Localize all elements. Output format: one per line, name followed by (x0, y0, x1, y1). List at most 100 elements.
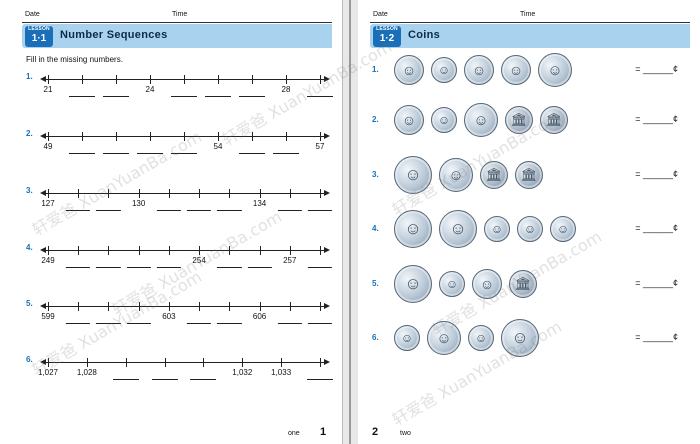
tick-mark (168, 189, 170, 198)
time-label: Time (172, 11, 188, 18)
nickel-coin-icon: ☺ (501, 55, 531, 85)
answer-blank[interactable] (307, 96, 333, 97)
dime-coin-icon: ☺ (431, 107, 457, 133)
dime-coin-icon: ☺ (394, 325, 420, 351)
answer-blank[interactable] (156, 267, 181, 268)
problem-number: 4. (26, 243, 33, 252)
answer-blank[interactable] (151, 379, 178, 380)
half-dollar-coin-icon: ☺ (394, 265, 432, 303)
answer-blank[interactable] (112, 379, 139, 380)
half-dollar-coin-icon: ☺ (501, 319, 539, 357)
problem-number: 3. (26, 186, 33, 195)
tick-mark (320, 358, 321, 367)
answer-blank[interactable] (307, 323, 333, 324)
answer-blank[interactable] (187, 323, 212, 324)
answer-blank[interactable] (247, 267, 272, 268)
answer-blank[interactable] (277, 323, 302, 324)
tick-mark (108, 302, 110, 311)
date-label: Date (373, 11, 388, 18)
answer-blank[interactable] (239, 96, 265, 97)
answer-blank[interactable] (277, 210, 302, 211)
number-line: 599 603 606 (40, 298, 333, 324)
coin-answer-blank[interactable]: = ______¢ (635, 64, 678, 74)
answer-blank[interactable] (66, 210, 91, 211)
quarter-coin-icon: ☺ (439, 158, 473, 192)
date-time-line: Date Time (22, 8, 332, 23)
number-line-axis (42, 193, 328, 194)
answer-blank[interactable] (307, 379, 333, 380)
penny-coin-icon: 🏛 (540, 106, 568, 134)
tick-mark (320, 132, 321, 141)
tick-label: 54 (213, 142, 223, 151)
tick-mark (203, 358, 205, 367)
tick-mark (138, 246, 140, 255)
answer-blank[interactable] (96, 267, 121, 268)
tick-mark (48, 132, 49, 141)
answer-blank[interactable] (171, 96, 197, 97)
tick-mark (199, 302, 201, 311)
answer-blank[interactable] (96, 210, 121, 211)
coin-answer-blank[interactable]: = ______¢ (635, 169, 678, 179)
answer-blank[interactable] (137, 153, 163, 154)
coin-answer-blank[interactable]: = ______¢ (635, 278, 678, 288)
tick-label: 127 (41, 199, 55, 208)
answer-blank[interactable] (66, 323, 91, 324)
answer-blank[interactable] (126, 323, 151, 324)
answer-blank[interactable] (273, 153, 299, 154)
lesson-word: LESSON (376, 26, 398, 32)
answer-blank[interactable] (307, 210, 333, 211)
tick-mark (218, 75, 219, 84)
tick-mark (48, 189, 49, 198)
coin-problem-number: 5. (372, 279, 379, 288)
answer-blank[interactable] (69, 96, 95, 97)
lesson-number: 1·1 (31, 33, 47, 44)
tick-mark (218, 132, 219, 141)
answer-blank[interactable] (96, 323, 121, 324)
penny-coin-icon: 🏛 (515, 161, 543, 189)
page-left: Date Time LESSON 1·1 Number Sequences Fi… (0, 0, 342, 444)
tick-label: 1,028 (76, 368, 97, 377)
tick-mark (259, 302, 261, 311)
number-line: 127 130 134 (40, 185, 333, 211)
coin-answer-blank[interactable]: = ______¢ (635, 223, 678, 233)
time-label: Time (520, 11, 536, 18)
dime-coin-icon: ☺ (431, 57, 457, 83)
answer-blank[interactable] (171, 153, 197, 154)
answer-blank[interactable] (156, 210, 181, 211)
number-line: 49 54 57 (40, 128, 330, 154)
tick-mark (150, 132, 151, 141)
number-line-axis (42, 79, 328, 80)
page-word: one (288, 430, 300, 437)
answer-blank[interactable] (103, 153, 129, 154)
tick-mark (229, 189, 231, 198)
quarter-coin-icon: ☺ (427, 321, 461, 355)
answer-blank[interactable] (307, 267, 333, 268)
quarter-coin-icon: ☺ (464, 103, 498, 137)
answer-blank[interactable] (217, 210, 242, 211)
answer-blank[interactable] (217, 323, 242, 324)
tick-mark (320, 246, 321, 255)
answer-blank[interactable] (217, 267, 242, 268)
answer-blank[interactable] (69, 153, 95, 154)
answer-blank[interactable] (239, 153, 265, 154)
tick-mark (48, 246, 49, 255)
lesson-banner: LESSON 1·1 Number Sequences (22, 24, 332, 48)
answer-blank[interactable] (205, 96, 231, 97)
tick-mark (86, 358, 88, 367)
answer-blank[interactable] (126, 267, 151, 268)
tick-mark (164, 358, 166, 367)
coin-answer-blank[interactable]: = ______¢ (635, 114, 678, 124)
coin-problem-number: 6. (372, 333, 379, 342)
answer-blank[interactable] (187, 210, 212, 211)
tick-label: 1,027 (37, 368, 59, 377)
tick-mark (286, 75, 287, 84)
tick-label: 21 (43, 85, 53, 94)
nickel-coin-icon: ☺ (394, 55, 424, 85)
tick-mark (229, 302, 231, 311)
answer-blank[interactable] (66, 267, 91, 268)
coin-answer-blank[interactable]: = ______¢ (635, 332, 678, 342)
tick-mark (289, 189, 291, 198)
tick-mark (199, 189, 201, 198)
answer-blank[interactable] (103, 96, 129, 97)
answer-blank[interactable] (190, 379, 217, 380)
